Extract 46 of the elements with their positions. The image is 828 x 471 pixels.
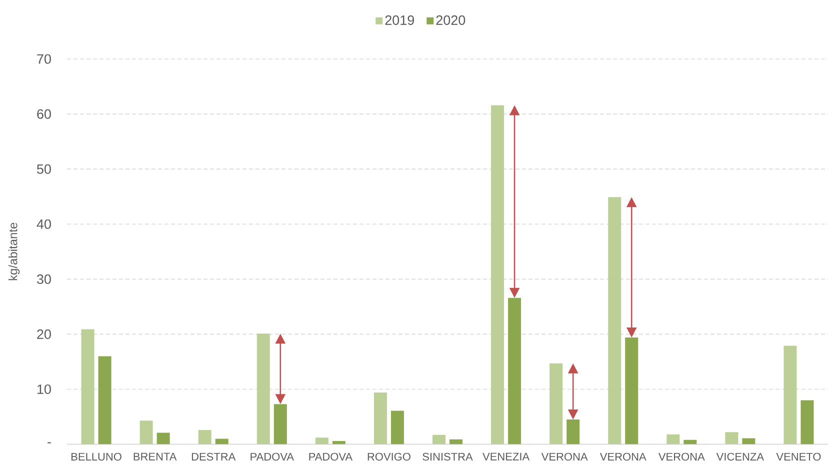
x-tick-label: VENEZIA [482,452,530,460]
y-tick-label: 20 [37,329,51,339]
bar [608,197,622,444]
y-tick-label: 30 [36,274,51,284]
bar [725,432,738,444]
y-tick-label: 50 [36,164,51,174]
bar [800,400,814,444]
x-tick-label: ROVIGO [368,452,410,461]
bar [256,334,270,444]
x-tick-label: PADOVA [309,452,353,461]
bar [666,434,680,444]
x-tick-label: DESTRA [192,452,236,461]
x-tick-label: VERONA [658,452,705,461]
bar [81,329,94,444]
bar [98,356,112,444]
bar [432,434,446,444]
bar [491,105,504,444]
bar [742,438,756,444]
bar [215,438,228,444]
y-tick-label: 10 [37,384,51,394]
x-tick-label: BRENTA [134,452,177,460]
bar [198,430,212,444]
y-axis-title: kg/abitante [8,222,20,280]
x-tick-label: VERONA [541,452,588,461]
bar [140,420,153,444]
bar [784,346,797,444]
bar [332,440,346,444]
bar [390,410,404,444]
bar [450,439,462,444]
legend-label: 2020 [436,15,466,25]
x-tick-label: VICENZA [716,452,764,461]
x-tick-label: VERONA [600,452,646,461]
legend-label: 2019 [385,15,414,25]
y-tick-label: 60 [37,109,51,119]
bar [374,392,387,444]
bar [550,363,563,444]
bar [315,438,328,444]
y-tick-label: - [48,442,51,444]
x-tick-label: SINISTRA [422,452,473,461]
bar [684,440,697,444]
y-tick-label: 40 [36,219,51,229]
bar [156,432,170,444]
x-tick-label: PADOVA [250,452,294,461]
x-tick-label: BELLUNO [72,452,122,461]
y-tick-label: 70 [37,54,51,64]
x-tick-label: VENETO [776,452,821,461]
